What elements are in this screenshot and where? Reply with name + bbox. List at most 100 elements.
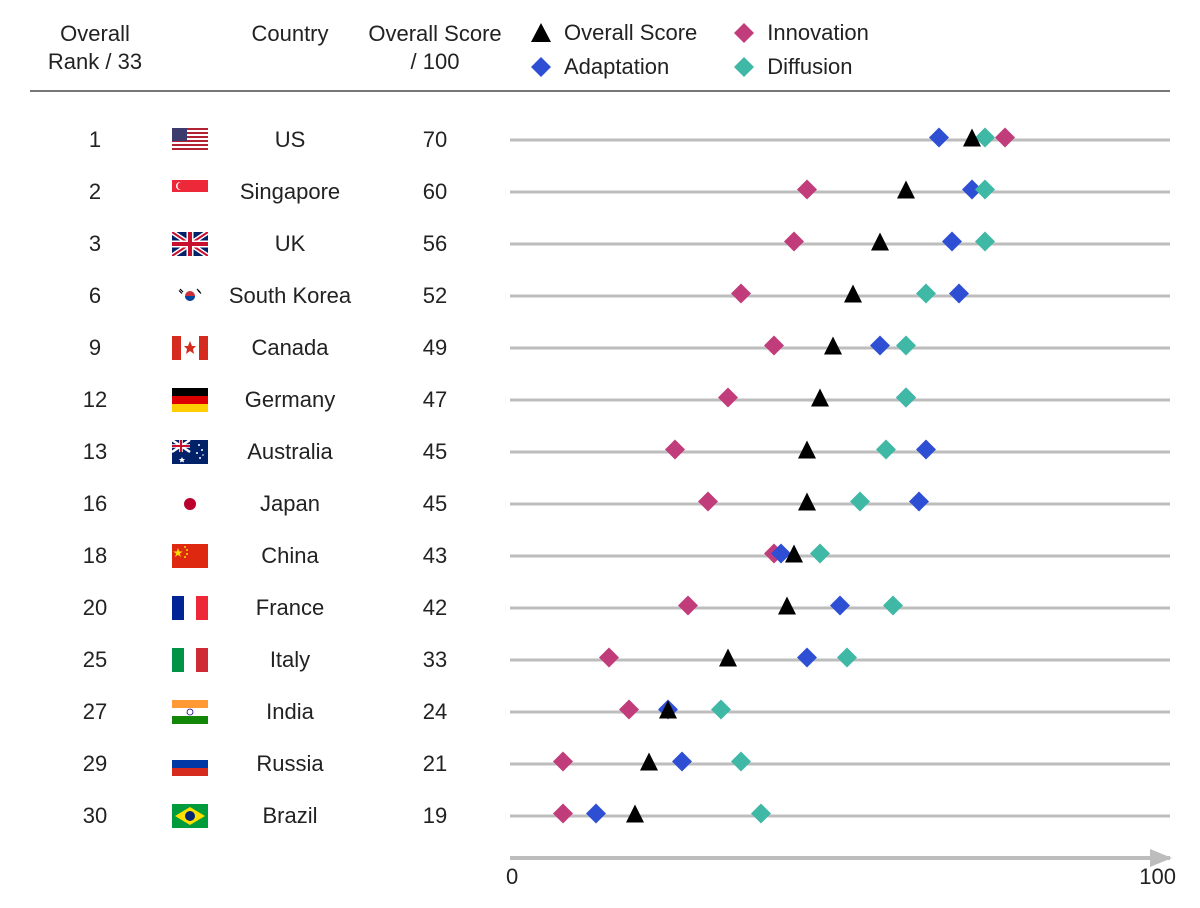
country-name: Russia [220,751,360,777]
country-name: Japan [220,491,360,517]
flag-icon [160,440,220,464]
data-rows-container: 1 US 70 2 Singapore 60 3 [30,114,1170,842]
diffusion-marker [896,388,916,413]
country-name: France [220,595,360,621]
rank-value: 12 [30,387,160,413]
country-name: UK [220,231,360,257]
adaptation-marker [672,752,692,777]
dot-plot-track [510,804,1170,828]
country-name: China [220,543,360,569]
country-name: India [220,699,360,725]
flag-icon [160,752,220,776]
innovation-marker [718,388,738,413]
score-value: 42 [360,595,510,621]
score-value: 45 [360,439,510,465]
legend-adaptation: Adaptation [530,54,697,80]
axis-area: 0 100 [510,848,1170,888]
rank-value: 20 [30,595,160,621]
table-row: 3 UK 56 [30,218,1170,270]
score-value: 56 [360,231,510,257]
country-name: Canada [220,335,360,361]
score-value: 47 [360,387,510,413]
innovation-marker [784,232,804,257]
dot-plot-track [510,648,1170,672]
score-value: 33 [360,647,510,673]
score-value: 21 [360,751,510,777]
dot-plot-track [510,752,1170,776]
overall-marker [777,596,797,621]
header-rank: Overall Rank / 33 [30,20,160,75]
rank-value: 2 [30,179,160,205]
innovation-marker [553,804,573,829]
country-name: US [220,127,360,153]
overall-marker [797,440,817,465]
score-value: 24 [360,699,510,725]
table-row: 16 Japan 45 [30,478,1170,530]
innovation-marker [665,440,685,465]
adaptation-marker [942,232,962,257]
diffusion-marker [883,596,903,621]
table-row: 18 China 43 [30,530,1170,582]
diffusion-marker [896,336,916,361]
innovation-marker [797,180,817,205]
flag-icon [160,492,220,516]
diamond-icon [530,56,552,78]
innovation-marker [619,700,639,725]
flag-icon [160,128,220,152]
header-divider [30,90,1170,92]
dot-plot-track [510,128,1170,152]
country-name: South Korea [220,283,360,309]
diamond-icon [733,56,755,78]
adaptation-marker [949,284,969,309]
rank-value: 16 [30,491,160,517]
innovation-marker [553,752,573,777]
flag-icon [160,544,220,568]
table-row: 2 Singapore 60 [30,166,1170,218]
diffusion-marker [731,752,751,777]
dot-plot-track [510,232,1170,256]
flag-icon [160,388,220,412]
flag-icon [160,648,220,672]
overall-marker [625,804,645,829]
triangle-icon [530,22,552,44]
score-value: 45 [360,491,510,517]
diamond-icon [733,22,755,44]
table-row: 20 France 42 [30,582,1170,634]
diffusion-marker [876,440,896,465]
score-value: 70 [360,127,510,153]
dot-plot-track [510,336,1170,360]
overall-marker [718,648,738,673]
legend-diffusion: Diffusion [733,54,869,80]
flag-icon [160,804,220,828]
overall-marker [896,180,916,205]
header-rank-line2: Rank / 33 [30,48,160,76]
diffusion-marker [975,180,995,205]
innovation-marker [698,492,718,517]
table-row: 27 India 24 [30,686,1170,738]
country-name: Singapore [220,179,360,205]
rank-value: 13 [30,439,160,465]
diffusion-marker [711,700,731,725]
legend: Overall Score Innovation Adaptation Diff… [510,20,1170,80]
table-row: 1 US 70 [30,114,1170,166]
axis-max-label: 100 [1139,864,1176,890]
dot-plot-track [510,284,1170,308]
header-score-line2: / 100 [360,48,510,76]
rank-value: 9 [30,335,160,361]
axis-min-label: 0 [506,864,518,890]
diffusion-marker [916,284,936,309]
table-header: Overall Rank / 33 Country Overall Score … [30,20,1170,86]
dot-plot-track [510,180,1170,204]
table-row: 9 Canada 49 [30,322,1170,374]
flag-icon [160,336,220,360]
legend-innovation-label: Innovation [767,20,869,46]
innovation-marker [764,336,784,361]
header-legend-area: Overall Score Innovation Adaptation Diff… [510,20,1170,80]
adaptation-marker [586,804,606,829]
flag-icon [160,180,220,204]
rank-value: 29 [30,751,160,777]
table-row: 25 Italy 33 [30,634,1170,686]
adaptation-marker [929,128,949,153]
rank-value: 27 [30,699,160,725]
table-row: 13 Australia 45 [30,426,1170,478]
